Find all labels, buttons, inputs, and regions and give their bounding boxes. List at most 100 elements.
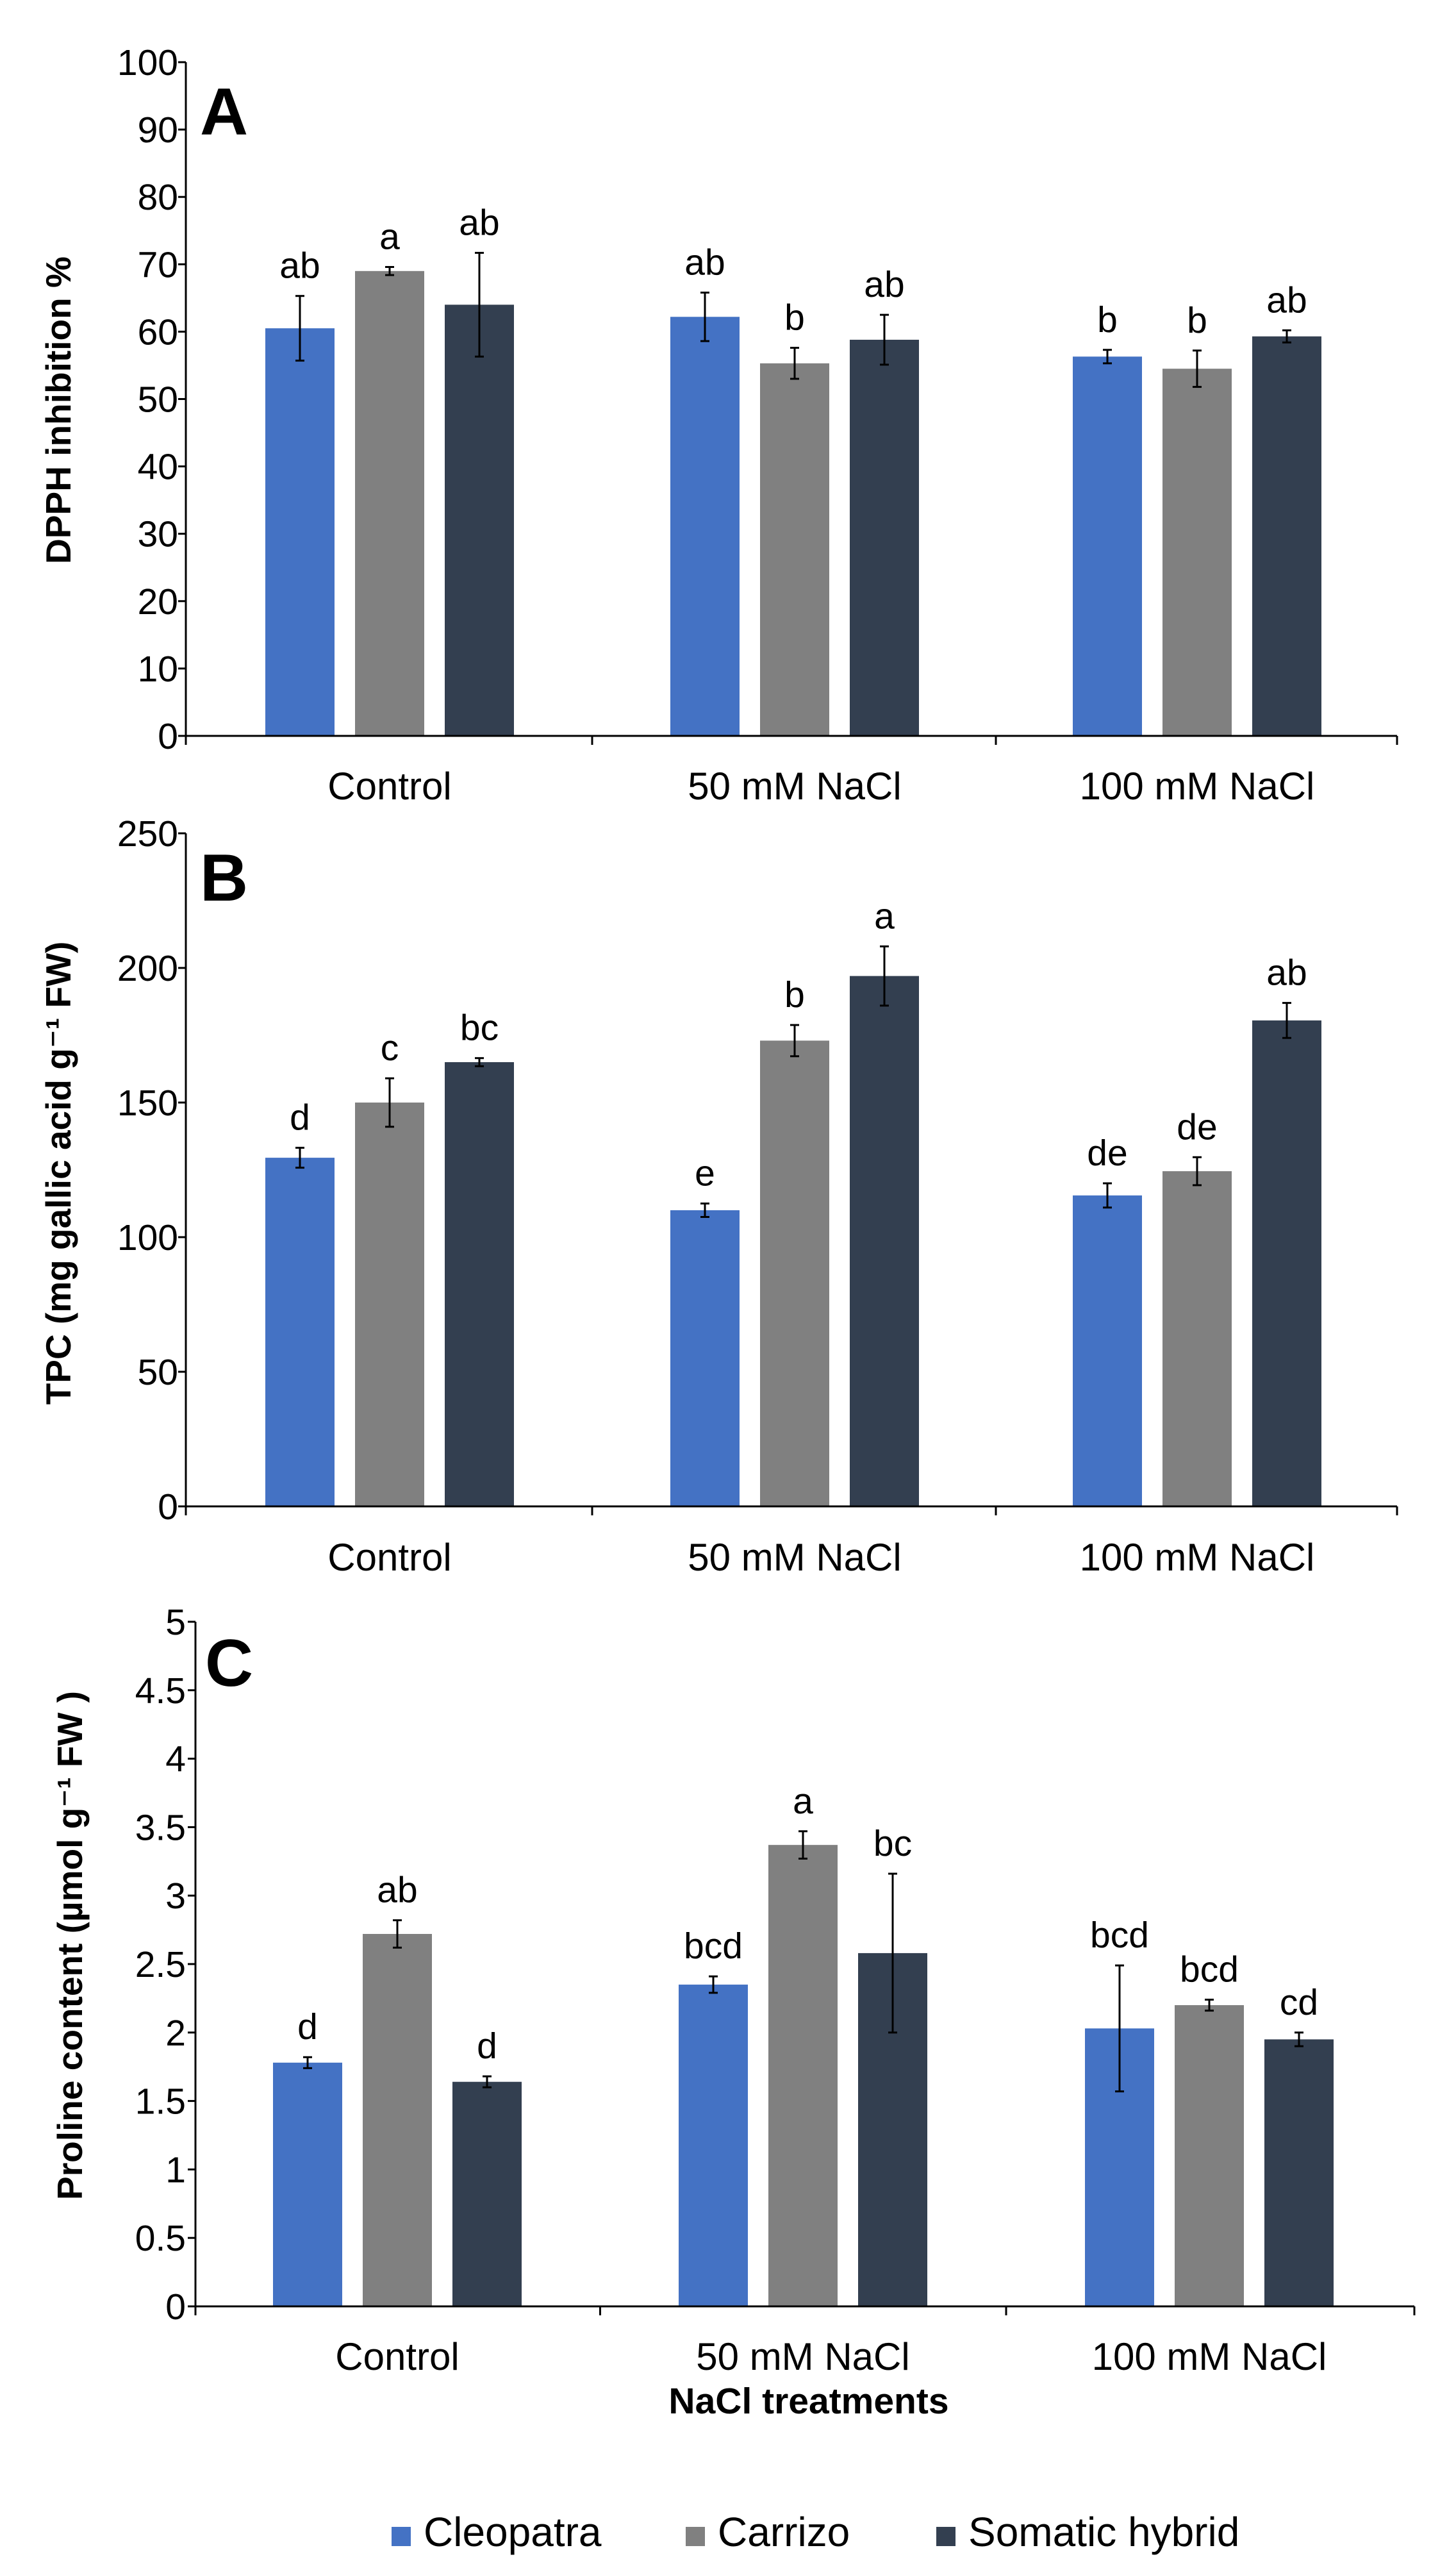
panel-b-significance-letter: d	[290, 1097, 310, 1138]
panel-a-bar-somatic-hybrid	[1252, 336, 1321, 736]
panel-b-y-axis-label: TPC (mg gallic acid g⁻¹ FW)	[38, 942, 78, 1405]
panel-c-bar-cleopatra	[273, 2062, 342, 2306]
panel-c-significance-letter: ab	[377, 1870, 417, 1911]
panel-a-bar-cleopatra	[1073, 356, 1142, 736]
panel-c-y-tick-label: 2	[165, 2013, 186, 2054]
panel-c-y-tick-label: 3.5	[135, 1807, 186, 1848]
panel-a-y-tick-label: 60	[138, 312, 178, 353]
panel-c-significance-letter: d	[477, 2026, 497, 2067]
panel-a: A DPPH inhibition % 0 10 20 30 40 50 60 70 80 90 1…	[38, 42, 1398, 808]
panel-b-significance-letter: bc	[460, 1008, 499, 1049]
panel-b-bar-somatic-hybrid	[850, 976, 919, 1506]
panel-b-letter: B	[200, 841, 248, 915]
panel-a-significance-letter: ab	[684, 242, 725, 283]
panel-b-bar-somatic-hybrid	[445, 1062, 514, 1506]
panel-a-category-label: 100 mM NaCl	[1080, 765, 1315, 808]
panel-c-bar-somatic-hybrid	[1264, 2039, 1334, 2306]
panel-a-significance-letter: ab	[459, 202, 499, 243]
legend-label-cleopatra: Cleopatra	[424, 2509, 602, 2555]
panel-a-bar-somatic-hybrid	[850, 340, 919, 736]
panel-c-y-tick-label: 0	[165, 2286, 186, 2328]
panel-a-bar-carrizo	[1162, 369, 1232, 736]
panel-a-category-label: Control	[327, 765, 451, 808]
panel-c: C Proline content (µmol g⁻¹ FW ) NaCl tr…	[50, 1602, 1416, 2422]
panel-c-y-tick-label: 1	[165, 2149, 186, 2190]
panel-a-bar-cleopatra	[265, 328, 335, 736]
panel-a-significance-letter: ab	[864, 264, 904, 305]
panel-b-category-label: 100 mM NaCl	[1080, 1536, 1315, 1579]
panel-b-y-tick-label: 100	[117, 1217, 178, 1258]
panel-c-y-tick-label: 4.5	[135, 1670, 186, 1712]
panel-a-bar-somatic-hybrid	[445, 304, 514, 736]
legend-swatch-cleopatra	[392, 2527, 411, 2546]
panel-b: B TPC (mg gallic acid g⁻¹ FW) 0 50 100 150 2…	[38, 813, 1398, 1579]
panel-b-y-tick-label: 50	[138, 1352, 178, 1393]
panel-a-bar-carrizo	[760, 363, 829, 736]
panel-b-significance-letter: de	[1177, 1106, 1217, 1147]
panel-a-bar-cleopatra	[670, 317, 740, 736]
panel-c-bar-cleopatra	[679, 1985, 748, 2306]
panel-a-significance-letter: b	[1187, 300, 1207, 341]
panel-b-y-tick-label: 200	[117, 948, 178, 989]
panel-a-significance-letter: b	[784, 297, 805, 338]
panel-a-letter: A	[200, 75, 248, 149]
legend: Cleopatra Carrizo Somatic hybrid	[392, 2509, 1239, 2555]
panel-a-significance-letter: ab	[279, 246, 320, 287]
panel-b-significance-letter: ab	[1266, 953, 1307, 994]
panel-b-bar-cleopatra	[265, 1158, 335, 1506]
panel-b-significance-letter: de	[1087, 1133, 1127, 1174]
panel-c-significance-letter: cd	[1280, 1982, 1318, 2023]
legend-label-carrizo: Carrizo	[718, 2509, 850, 2555]
panel-c-bar-carrizo	[363, 1934, 432, 2306]
panel-b-significance-letter: e	[695, 1153, 715, 1194]
panel-c-bar-carrizo	[1175, 2005, 1244, 2306]
panel-c-category-label: Control	[335, 2335, 459, 2378]
panel-a-y-tick-label: 50	[138, 379, 178, 421]
panel-b-significance-letter: a	[874, 895, 895, 937]
panel-c-significance-letter: a	[793, 1781, 813, 1822]
panel-b-bar-carrizo	[760, 1040, 829, 1506]
panel-a-significance-letter: a	[379, 217, 400, 258]
panel-a-y-tick-label: 80	[138, 177, 178, 218]
panel-c-bar-somatic-hybrid	[452, 2081, 522, 2306]
panel-b-y-tick-label: 250	[117, 813, 178, 854]
panel-b-significance-letter: c	[381, 1028, 399, 1069]
panel-c-letter: C	[205, 1626, 253, 1701]
panel-a-category-label: 50 mM NaCl	[688, 765, 901, 808]
panel-c-significance-letter: d	[297, 2006, 318, 2047]
panel-c-y-axis-label: Proline content (µmol g⁻¹ FW )	[50, 1691, 90, 2200]
panel-c-y-tick-label: 4	[165, 1739, 186, 1780]
panel-b-category-label: 50 mM NaCl	[688, 1536, 901, 1579]
legend-swatch-somatic-hybrid	[936, 2527, 956, 2546]
panel-c-y-tick-label: 2.5	[135, 1944, 186, 1985]
panel-a-y-tick-label: 0	[158, 716, 178, 757]
panel-b-category-label: Control	[327, 1536, 451, 1579]
panel-c-category-label: 100 mM NaCl	[1092, 2335, 1327, 2378]
legend-swatch-carrizo	[686, 2527, 705, 2546]
panel-b-y-tick-label: 150	[117, 1083, 178, 1124]
panel-b-y-tick-label: 0	[158, 1487, 178, 1528]
panel-a-y-axis-label: DPPH inhibition %	[38, 256, 78, 564]
panel-c-y-tick-label: 1.5	[135, 2081, 186, 2122]
panel-c-significance-letter: bc	[873, 1823, 912, 1864]
panel-a-y-tick-label: 10	[138, 649, 178, 690]
panel-c-significance-letter: bcd	[684, 1926, 743, 1967]
panel-a-y-tick-label: 40	[138, 447, 178, 488]
panel-a-y-tick-label: 70	[138, 244, 178, 285]
panel-b-bar-cleopatra	[670, 1210, 740, 1506]
panel-a-significance-letter: b	[1097, 299, 1118, 340]
panel-c-y-tick-label: 5	[165, 1602, 186, 1643]
panel-c-x-axis-label: NaCl treatments	[668, 2381, 948, 2422]
panel-a-y-tick-label: 20	[138, 581, 178, 622]
panel-b-bar-carrizo	[355, 1103, 424, 1506]
panel-c-bar-carrizo	[768, 1845, 838, 2306]
panel-b-bar-cleopatra	[1073, 1195, 1142, 1506]
panel-a-significance-letter: ab	[1266, 279, 1307, 321]
panel-b-significance-letter: b	[784, 974, 805, 1015]
panel-a-y-tick-label: 30	[138, 514, 178, 555]
panel-c-y-tick-label: 3	[165, 1876, 186, 1917]
panel-a-y-tick-label: 90	[138, 110, 178, 151]
panel-b-bar-carrizo	[1162, 1171, 1232, 1506]
panel-c-significance-letter: bcd	[1180, 1949, 1239, 1990]
